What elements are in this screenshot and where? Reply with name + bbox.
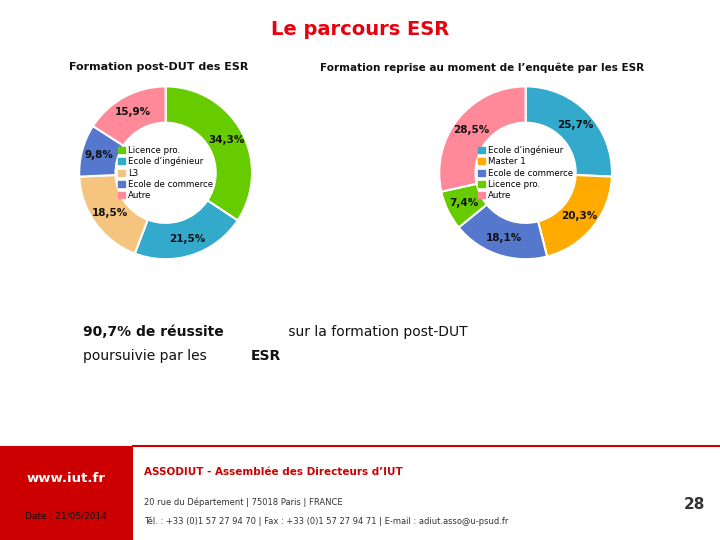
Text: 20 rue du Département | 75018 Paris | FRANCE: 20 rue du Département | 75018 Paris | FR…: [144, 497, 343, 507]
Text: 34,3%: 34,3%: [208, 135, 245, 145]
Legend: Ecole d’ingénieur, Master 1, Ecole de commerce, Licence pro., Autre: Ecole d’ingénieur, Master 1, Ecole de co…: [477, 146, 574, 200]
Text: 28,5%: 28,5%: [454, 125, 490, 134]
Wedge shape: [441, 184, 487, 227]
Text: 28: 28: [684, 497, 706, 511]
Wedge shape: [79, 175, 148, 253]
Text: 21,5%: 21,5%: [168, 234, 205, 244]
Text: Date : 21/05/2014: Date : 21/05/2014: [25, 512, 107, 521]
Text: Formation reprise au moment de l’enquête par les ESR: Formation reprise au moment de l’enquête…: [320, 62, 644, 73]
Wedge shape: [79, 126, 123, 177]
Wedge shape: [439, 86, 526, 192]
Legend: Licence pro., Ecole d’ingénieur, L3, Ecole de commerce, Autre: Licence pro., Ecole d’ingénieur, L3, Eco…: [117, 146, 214, 200]
Text: 9,8%: 9,8%: [84, 150, 113, 160]
Wedge shape: [93, 86, 166, 146]
Text: www.iut.fr: www.iut.fr: [27, 472, 106, 485]
Text: 90,7% de réussite: 90,7% de réussite: [83, 325, 223, 339]
Text: 7,4%: 7,4%: [449, 198, 478, 208]
Text: Le parcours ESR: Le parcours ESR: [271, 20, 449, 39]
Text: Tél. : +33 (0)1 57 27 94 70 | Fax : +33 (0)1 57 27 94 71 | E-mail : adiut.asso@u: Tél. : +33 (0)1 57 27 94 70 | Fax : +33 …: [144, 516, 508, 526]
Text: poursuivie par les: poursuivie par les: [83, 349, 211, 363]
Text: ESR: ESR: [251, 349, 281, 363]
Text: 18,5%: 18,5%: [91, 208, 127, 218]
Text: 18,1%: 18,1%: [486, 233, 522, 244]
Wedge shape: [538, 175, 612, 256]
Text: 25,7%: 25,7%: [557, 120, 594, 130]
Wedge shape: [459, 205, 547, 259]
Wedge shape: [135, 200, 238, 259]
Text: sur la formation post-DUT: sur la formation post-DUT: [284, 325, 468, 339]
Text: Formation post-DUT des ESR: Formation post-DUT des ESR: [68, 63, 248, 72]
Text: ASSODIUT - Assemblée des Directeurs d’IUT: ASSODIUT - Assemblée des Directeurs d’IU…: [144, 467, 402, 477]
Text: 20,3%: 20,3%: [561, 211, 598, 221]
Wedge shape: [166, 86, 252, 220]
Wedge shape: [526, 86, 612, 177]
Text: 15,9%: 15,9%: [114, 107, 150, 117]
